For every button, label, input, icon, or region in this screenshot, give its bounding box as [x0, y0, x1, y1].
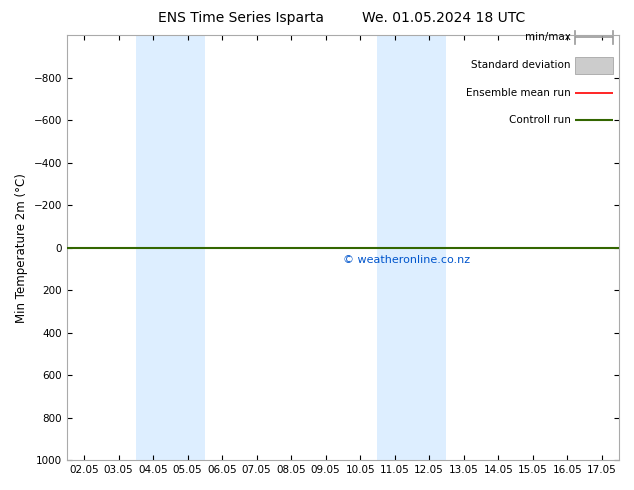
Text: ENS Time Series Isparta: ENS Time Series Isparta: [158, 11, 324, 25]
Bar: [136, 35, 205, 460]
Text: © weatheronline.co.nz: © weatheronline.co.nz: [343, 255, 470, 265]
Bar: [377, 35, 446, 460]
Text: Controll run: Controll run: [508, 115, 571, 125]
Text: Standard deviation: Standard deviation: [471, 60, 571, 70]
Text: min/max: min/max: [524, 32, 571, 43]
FancyBboxPatch shape: [575, 56, 614, 74]
Text: We. 01.05.2024 18 UTC: We. 01.05.2024 18 UTC: [362, 11, 526, 25]
Text: Ensemble mean run: Ensemble mean run: [465, 88, 571, 98]
Y-axis label: Min Temperature 2m (°C): Min Temperature 2m (°C): [15, 173, 28, 322]
